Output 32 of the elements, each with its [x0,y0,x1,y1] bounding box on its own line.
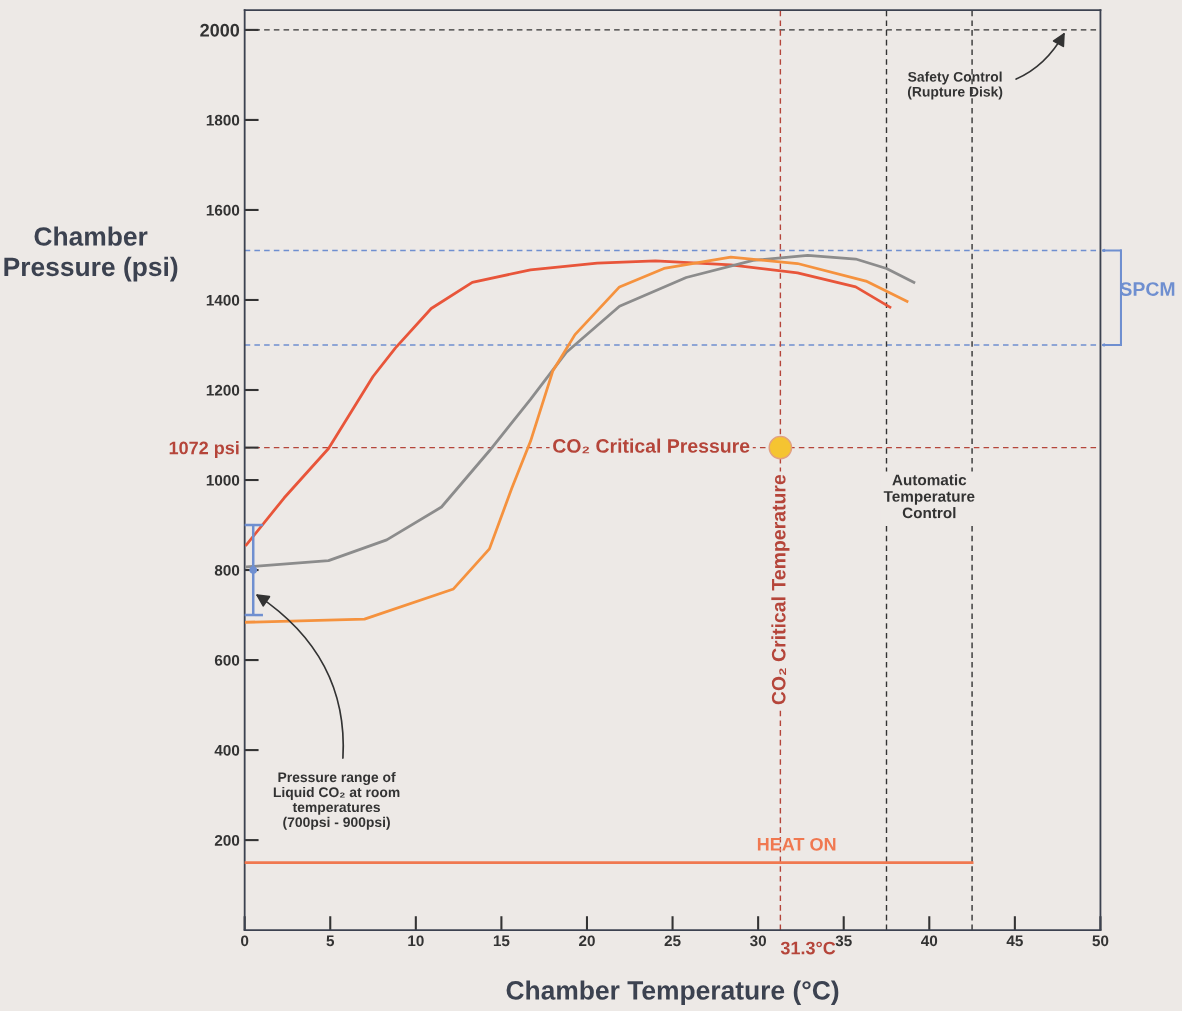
text: SPCM [1119,282,1175,296]
x-axis-title: Chamber Temperature (°C) [506,980,839,1005]
x-tick-label: 10 [408,935,424,947]
y-tick-label: 1800 [206,114,240,126]
annotation: Pressure range of Liquid CO₂ at room temperatures (700psi - 900psi) [273,771,400,830]
x-tick-label: 40 [921,935,938,947]
ref-line-label: CO₂ Critical Pressure [553,438,750,454]
y-tick-label: 1072 psi [169,441,239,458]
series-label: HEAT ON [757,837,836,851]
annotation: Safety Control (Rupture Disk) [907,71,1003,100]
ref-line-label: 31.3°C [780,941,836,955]
x-tick-label: 0 [241,935,249,947]
annotation: Automatic Temperature Control [883,474,975,519]
x-tick-label: 50 [1092,935,1109,947]
x-tick-label: 35 [835,935,852,947]
y-tick-label: 1600 [206,204,240,216]
y-tick-label: 800 [214,564,240,576]
x-tick-label: 25 [664,935,681,947]
x-tick-label: 30 [749,935,767,947]
y-tick-label: 1400 [206,294,240,306]
y-tick-label: 2000 [200,23,240,37]
y-axis-title: Chamber Pressure (psi) [4,226,178,282]
x-tick-label: 5 [326,935,335,947]
annotation: CO₂ Critical Temperature [771,474,790,705]
x-tick-label: 20 [579,935,595,947]
y-tick-label: 600 [214,654,240,666]
x-tick-label: 45 [1006,935,1023,947]
y-tick-label: 1200 [206,384,240,396]
y-tick-label: 400 [214,744,240,756]
y-tick-label: 200 [214,834,240,846]
y-tick-label: 1000 [206,474,240,486]
x-tick-label: 15 [493,935,510,947]
